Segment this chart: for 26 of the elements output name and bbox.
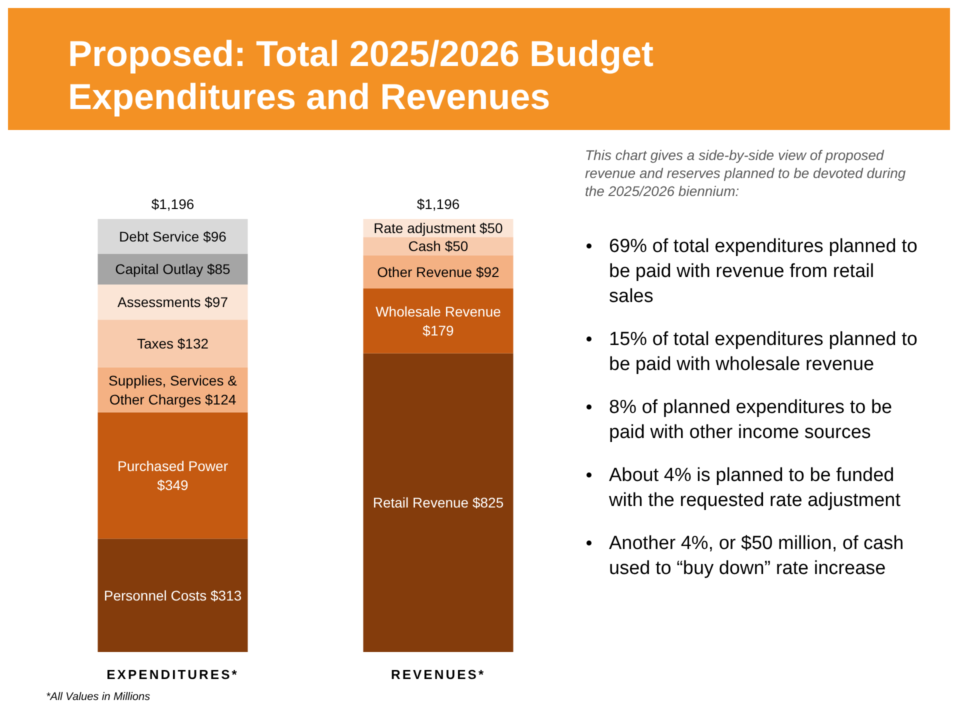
text: Another 4%, or $50 million, of cash used to “buy down” rate increase bbox=[609, 533, 904, 579]
data-label: $349 bbox=[157, 477, 189, 494]
chart-title: Proposed: Total 2025/2026 Budget Expenditures and Revenues bbox=[68, 33, 654, 117]
text: Rate adjustment $50 bbox=[374, 220, 503, 236]
x-tick-label: REVENUES* bbox=[390, 667, 486, 682]
text: Capital Outlay $85 bbox=[115, 261, 230, 278]
text: Retail Revenue $825 bbox=[372, 494, 504, 511]
text: Cash $50 bbox=[408, 238, 468, 254]
x-tick-label: EXPENDITURES* bbox=[106, 667, 239, 682]
text: Assessments $97 bbox=[118, 294, 228, 310]
total-label: $1,196 bbox=[416, 196, 460, 212]
series-label: Purchased Power bbox=[117, 458, 228, 474]
text: Taxes $132 bbox=[136, 336, 209, 352]
text: Supplies, Services & Other Charges $124 bbox=[108, 372, 237, 408]
text: *All Values in Millions bbox=[46, 691, 151, 703]
total-label: $1,196 bbox=[151, 196, 194, 212]
text: This chart gives a side-by-side view of proposed revenue and reserves planned to be devoted during the 2025/2026 biennium: bbox=[585, 147, 906, 199]
text: Other Revenue $92 bbox=[377, 264, 500, 280]
text: About 4% is planned to be funded with the requested rate adjustment bbox=[608, 465, 902, 511]
text: Personnel Costs $313 bbox=[104, 587, 242, 604]
text: 15% of total expenditures planned to be paid with wholesale revenue bbox=[609, 329, 918, 375]
data-label: $179 bbox=[422, 322, 454, 338]
text: Debt Service $96 bbox=[119, 228, 226, 244]
text: 69% of total expenditures planned to be paid with revenue from retail sales bbox=[609, 236, 918, 307]
series-label: Wholesale Revenue bbox=[376, 303, 502, 320]
text: 8% of planned expenditures to be paid with other income sources bbox=[609, 397, 892, 443]
